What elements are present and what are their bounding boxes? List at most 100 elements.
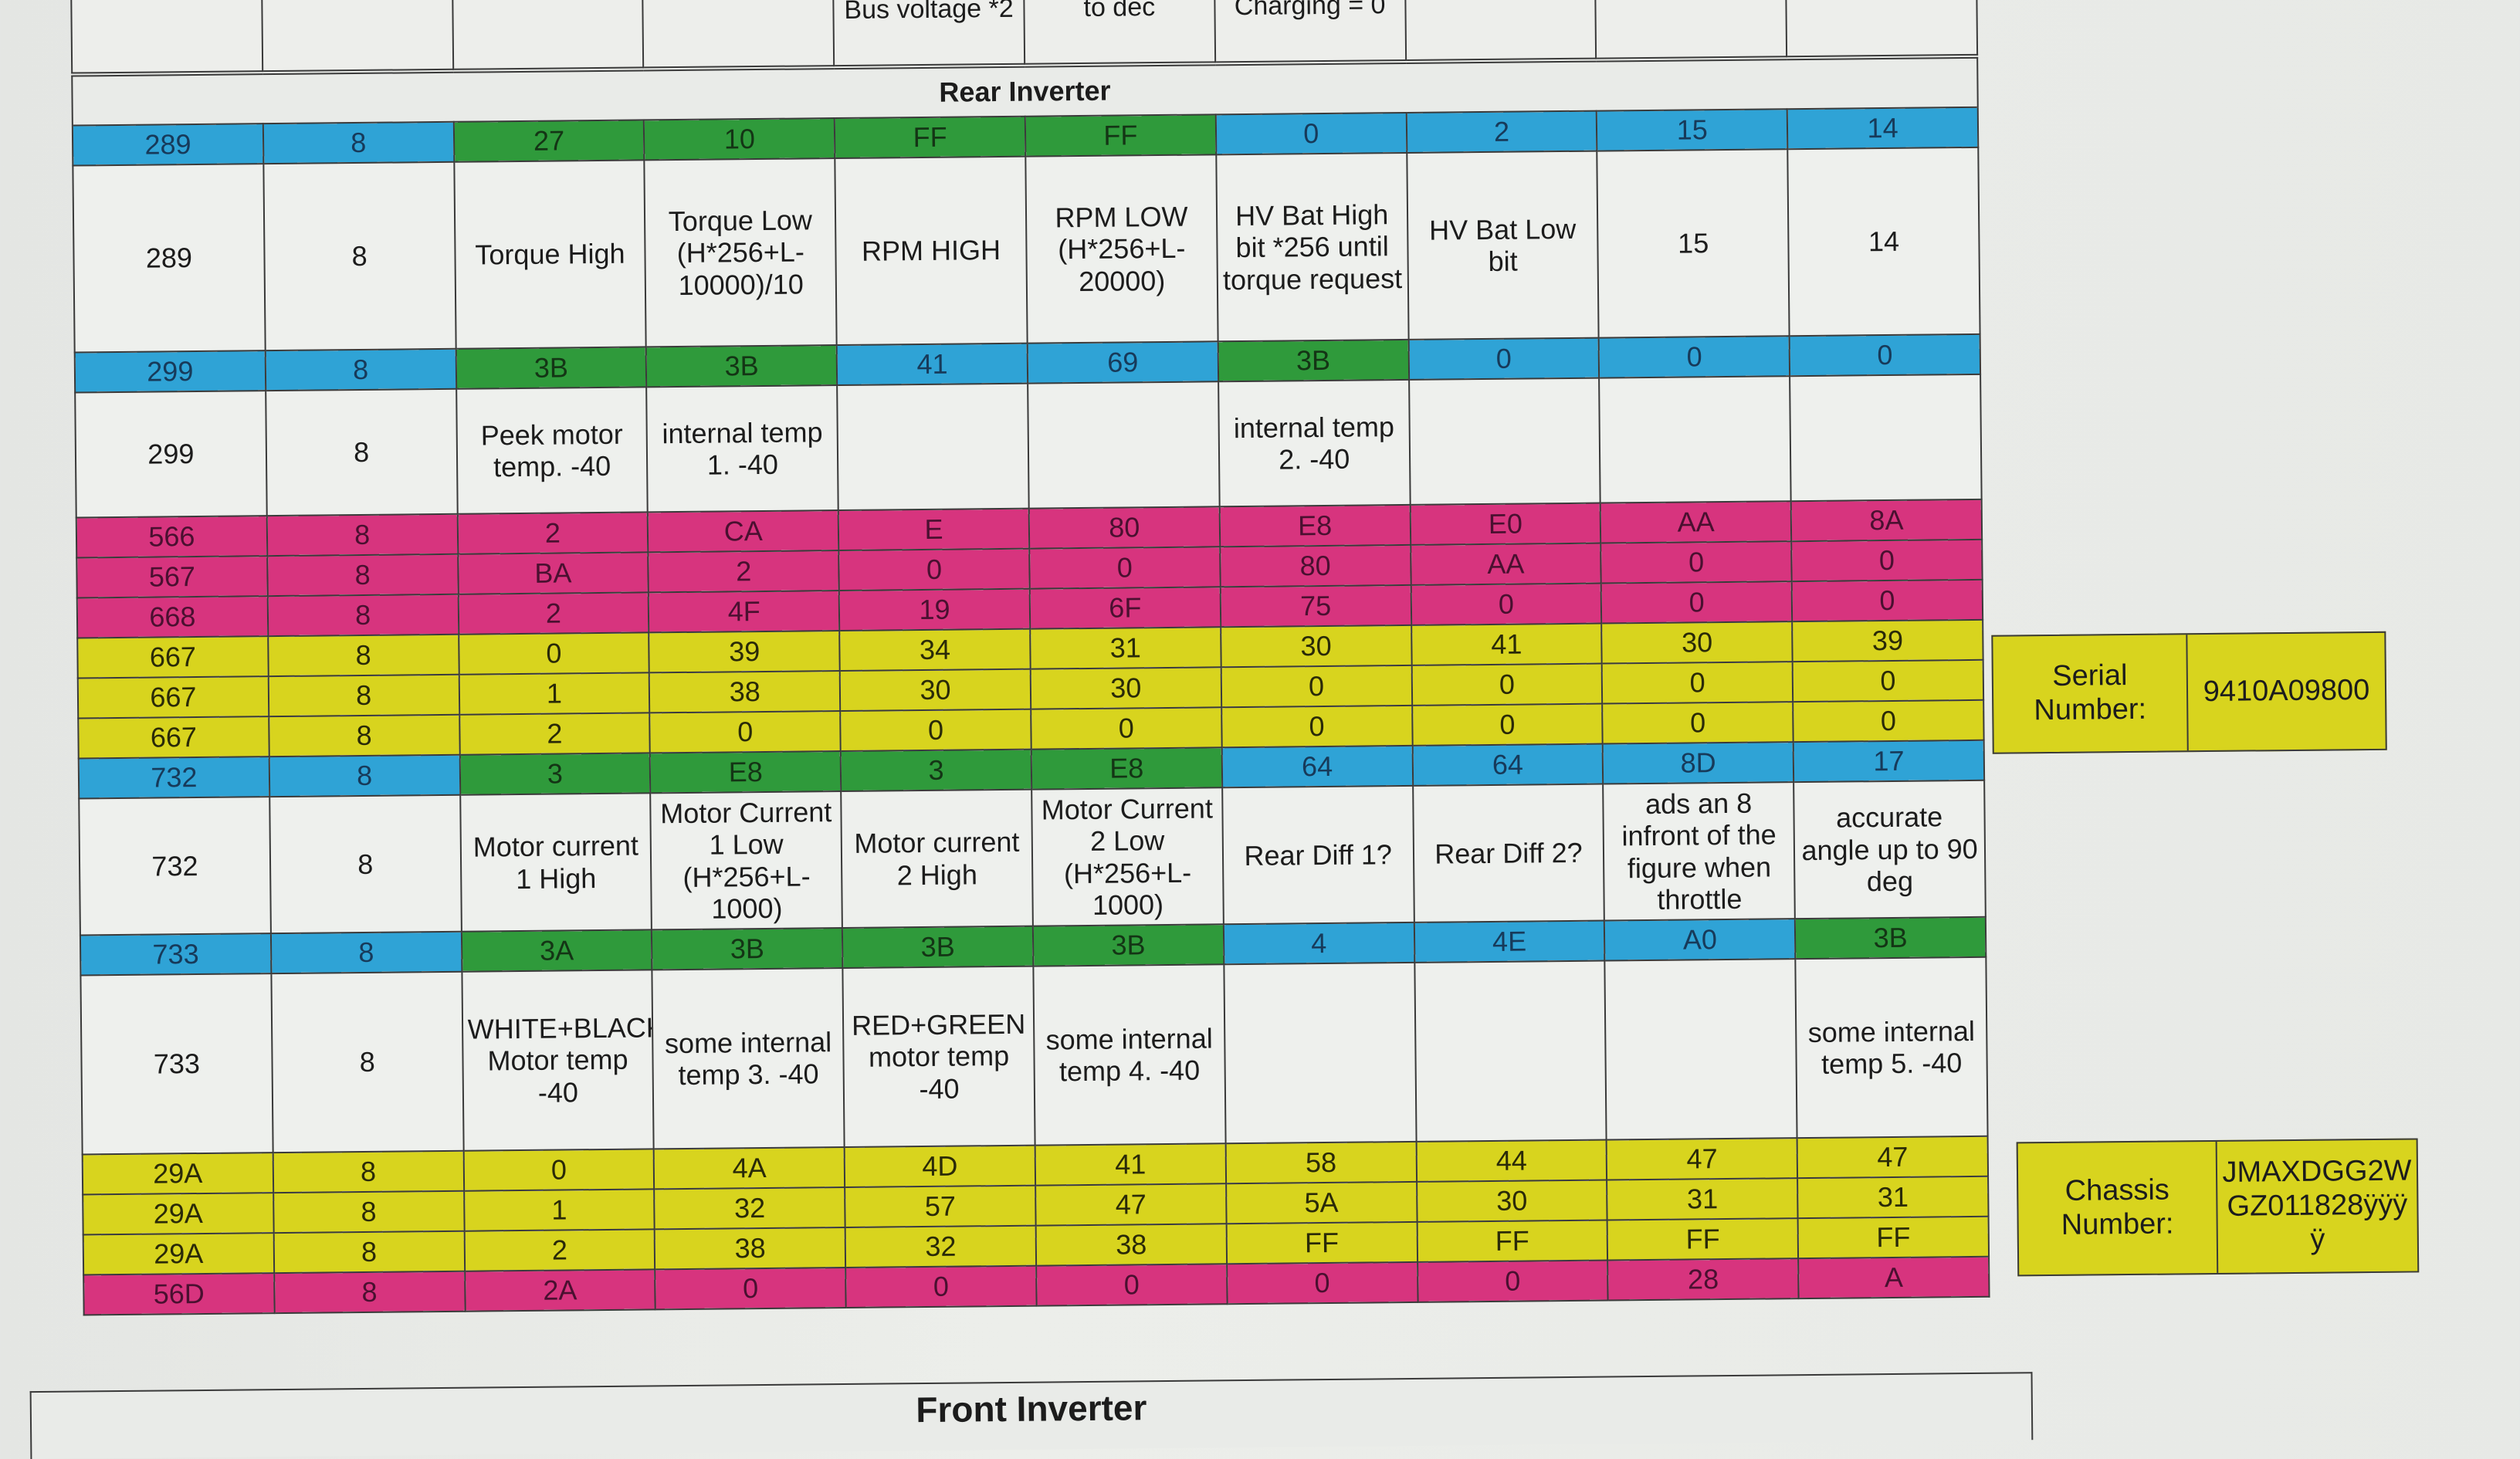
byte-cell: 4E bbox=[1414, 920, 1605, 963]
byte-cell: 3B bbox=[652, 928, 843, 970]
byte-cell: 0 bbox=[1029, 547, 1221, 589]
byte-cell: 3B bbox=[842, 926, 1034, 969]
can-id-cell: 29A bbox=[83, 1193, 274, 1235]
byte-cell: Rear Diff 2? bbox=[1412, 784, 1605, 922]
byte-cell: 41 bbox=[836, 343, 1028, 386]
byte-cell: Rear Diff 1? bbox=[1221, 785, 1414, 925]
byte-cell: 3B bbox=[456, 347, 647, 389]
byte-cell bbox=[1790, 374, 1982, 502]
byte-cell: 64 bbox=[1412, 743, 1604, 786]
byte-cell: E8 bbox=[1031, 747, 1222, 790]
length-cell: 8 bbox=[265, 348, 456, 391]
top-cell bbox=[1404, 0, 1597, 60]
top-cell bbox=[261, 0, 453, 72]
byte-cell: 0 bbox=[1601, 581, 1793, 624]
length-cell: 8 bbox=[265, 388, 458, 516]
length-cell: 8 bbox=[267, 594, 459, 637]
byte-cell: 31 bbox=[1030, 627, 1221, 669]
byte-cell bbox=[837, 383, 1029, 511]
can-id-cell: 667 bbox=[77, 636, 269, 679]
byte-cell: 3B bbox=[646, 345, 838, 388]
byte-cell: 0 bbox=[1793, 699, 1984, 743]
byte-cell: 0 bbox=[1598, 336, 1790, 378]
byte-cell: 30 bbox=[1030, 667, 1221, 709]
byte-cell: 30 bbox=[1416, 1180, 1607, 1222]
byte-cell: 0 bbox=[1036, 1264, 1228, 1306]
byte-cell: 47 bbox=[1797, 1136, 1989, 1179]
byte-cell: 15 bbox=[1597, 109, 1788, 151]
byte-cell: 2 bbox=[457, 512, 649, 554]
byte-cell: 14 bbox=[1787, 147, 1980, 337]
byte-cell: E8 bbox=[1219, 504, 1411, 547]
byte-cell: FF bbox=[1607, 1218, 1799, 1261]
byte-cell: 19 bbox=[838, 588, 1031, 631]
can-id-cell: 289 bbox=[73, 164, 266, 353]
byte-cell: Motor current 1 High bbox=[459, 793, 652, 932]
description-row: 299 8 Peek motor temp. -40 internal temp 1.… bbox=[75, 374, 1982, 518]
byte-cell: 75 bbox=[1220, 584, 1411, 628]
byte-cell: E bbox=[838, 508, 1030, 551]
byte-cell: E0 bbox=[1410, 503, 1601, 545]
byte-cell: 2 bbox=[458, 592, 649, 635]
byte-cell: FF bbox=[1417, 1220, 1608, 1262]
byte-cell: 30 bbox=[839, 669, 1031, 712]
byte-cell: 4A bbox=[654, 1147, 845, 1190]
byte-cell: 2 bbox=[1406, 110, 1597, 153]
length-cell: 8 bbox=[269, 794, 462, 934]
byte-cell: 38 bbox=[649, 671, 841, 713]
byte-cell: 80 bbox=[1028, 506, 1220, 549]
byte-cell: 0 bbox=[1215, 112, 1407, 155]
byte-cell: 0 bbox=[1602, 662, 1793, 704]
byte-cell: 28 bbox=[1607, 1258, 1799, 1301]
byte-cell: 0 bbox=[1792, 659, 1984, 702]
can-id-cell: 29A bbox=[83, 1233, 274, 1275]
byte-cell: 6F bbox=[1029, 587, 1221, 629]
byte-cell: 4F bbox=[649, 591, 840, 633]
byte-cell: 0 bbox=[1600, 541, 1792, 584]
top-cell bbox=[1595, 0, 1787, 59]
byte-cell: 3A bbox=[461, 929, 652, 972]
byte-cell: 0 bbox=[1408, 337, 1600, 380]
byte-cell: 0 bbox=[840, 709, 1031, 752]
byte-cell: 0 bbox=[1602, 702, 1793, 744]
byte-cell: 0 bbox=[1221, 665, 1412, 708]
byte-cell: 1 bbox=[459, 672, 650, 715]
byte-cell: 57 bbox=[845, 1185, 1036, 1228]
byte-cell: Motor Current 2 Low (H*256+L-1000) bbox=[1031, 787, 1224, 926]
byte-cell: FF bbox=[1226, 1221, 1418, 1264]
byte-cell: 38 bbox=[655, 1227, 846, 1270]
can-id-cell: 29A bbox=[82, 1153, 273, 1195]
length-cell: 8 bbox=[269, 714, 460, 757]
length-cell: 8 bbox=[273, 1150, 464, 1193]
byte-cell: FF bbox=[835, 116, 1026, 159]
serial-number-value: 9410A09800 bbox=[2203, 674, 2370, 709]
byte-cell: ads an 8 infront of the figure when thro… bbox=[1603, 782, 1796, 921]
byte-cell: 47 bbox=[1606, 1138, 1798, 1180]
byte-cell: 39 bbox=[649, 631, 840, 673]
byte-cell: some internal temp 3. -40 bbox=[652, 968, 845, 1149]
top-cell: to dec bbox=[1023, 0, 1215, 64]
can-id-cell: 56D bbox=[83, 1273, 275, 1315]
length-cell: 8 bbox=[273, 1271, 466, 1314]
byte-cell: 2 bbox=[464, 1229, 655, 1271]
byte-cell bbox=[1224, 962, 1417, 1144]
byte-cell: internal temp 2. -40 bbox=[1218, 379, 1411, 507]
byte-cell: 38 bbox=[1035, 1224, 1227, 1266]
byte-cell: accurate angle up to 90 deg bbox=[1793, 780, 1986, 919]
byte-cell: 2A bbox=[464, 1269, 656, 1312]
byte-cell bbox=[1599, 376, 1791, 503]
byte-cell: 2 bbox=[459, 713, 651, 755]
length-cell: 8 bbox=[263, 161, 456, 351]
can-id-cell: 567 bbox=[76, 556, 268, 598]
description-row: 289 8 Torque High Torque Low (H*256+L-10000… bbox=[73, 147, 1980, 353]
serial-number-box: Serial Number: 9410A09800 bbox=[1991, 631, 2387, 754]
byte-cell: BA bbox=[457, 552, 649, 594]
can-id-cell: 667 bbox=[77, 676, 269, 719]
top-cell bbox=[642, 0, 835, 68]
byte-cell: AA bbox=[1600, 501, 1792, 543]
byte-cell: 39 bbox=[1792, 619, 1983, 662]
byte-cell: HV Bat Low bit bbox=[1406, 151, 1599, 340]
byte-cell: 4D bbox=[844, 1145, 1036, 1188]
byte-cell: 41 bbox=[1411, 623, 1603, 665]
length-cell: 8 bbox=[269, 754, 460, 797]
